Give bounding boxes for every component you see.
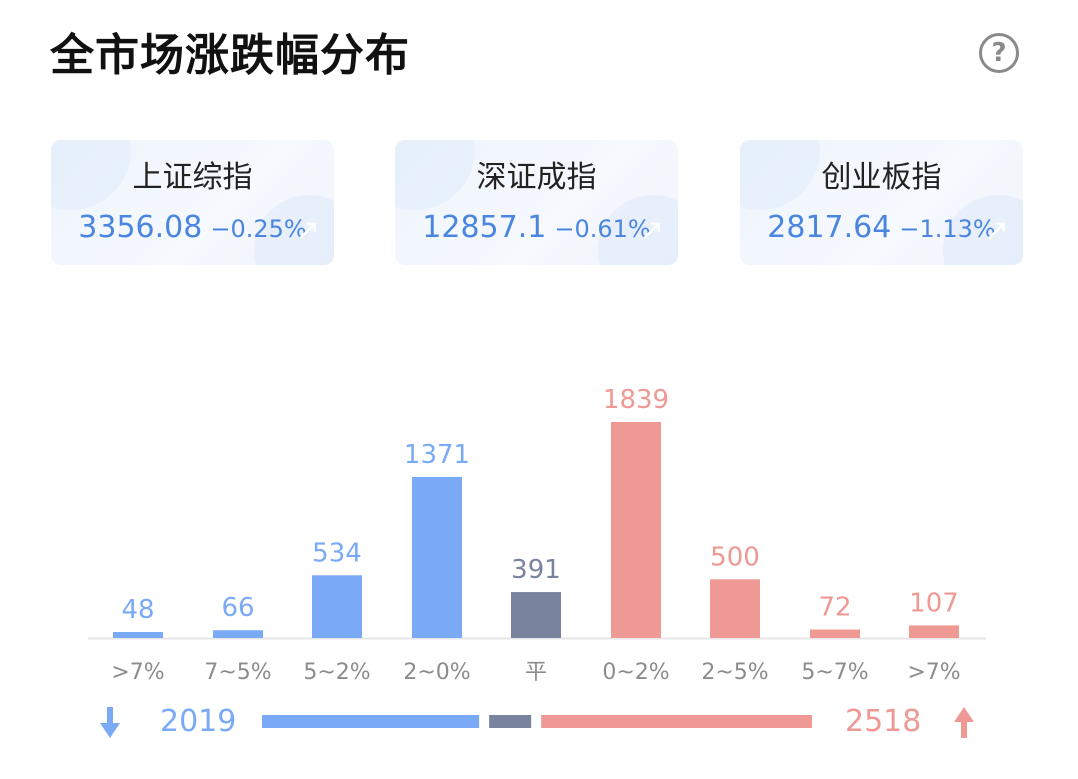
index-value: 3356.08 [78,210,203,245]
bar-value-label: 391 [511,555,561,585]
bar-value-label: 1839 [603,385,669,415]
up-count: 2518 [845,704,922,739]
bar-value-label: 1371 [404,440,470,470]
arrow-down-icon [107,707,113,725]
index-value: 12857.1 [422,210,547,245]
index-values: 12857.1 −0.61% [395,210,678,250]
bar-value-label: 534 [312,538,362,568]
index-card-cyb[interactable]: 创业板指 2817.64 −1.13% ↗ [740,140,1023,265]
bar [113,632,163,638]
index-name: 创业板指 [821,160,942,195]
index-change: −0.25% [210,215,307,243]
arrow-down-icon [100,723,120,738]
index-card-sz[interactable]: 深证成指 12857.1 −0.61% ↗ [395,140,678,265]
bar-value-label: 72 [818,593,851,623]
index-card-sh[interactable]: 上证综指 3356.08 −0.25% ↗ [51,140,334,265]
x-tick-label: 5~7% [801,660,868,685]
page-title: 全市场涨跌幅分布 [50,30,410,81]
x-tick-label: 7~5% [204,660,271,685]
x-tick-label: >7% [907,660,960,685]
index-values: 3356.08 −0.25% [51,210,334,250]
index-change: −1.13% [899,215,996,243]
flat-ratio-bar [489,715,532,728]
bar-value-label: 66 [221,593,254,623]
x-tick-label: 平 [525,660,547,685]
bar-value-label: 48 [121,595,154,625]
bar [412,476,462,638]
arrow-up-icon [961,721,967,738]
index-name: 深证成指 [476,160,597,195]
bar [611,422,661,638]
bar [213,630,263,638]
index-values: 2817.64 −1.13% [740,210,1023,250]
x-tick-label: 0~2% [602,660,669,685]
x-tick-label: 2~5% [701,660,768,685]
help-icon[interactable]: ? [979,33,1019,73]
trend-arrow-icon: ↗ [638,213,664,248]
bar [909,625,959,638]
down-count: 2019 [160,704,237,739]
index-value: 2817.64 [767,210,892,245]
index-change: −0.61% [554,215,651,243]
down-ratio-bar [262,715,480,728]
x-tick-label: 5~2% [303,660,370,685]
bar [810,629,860,638]
arrow-up-icon [954,707,974,722]
up-ratio-bar [541,715,812,728]
bar-value-label: 500 [710,542,760,572]
bar-value-label: 107 [909,588,959,618]
bar [312,575,362,638]
x-tick-label: >7% [111,660,164,685]
index-name: 上证综指 [132,160,253,195]
bar [710,579,760,638]
trend-arrow-icon: ↗ [294,213,320,248]
bar [511,592,561,638]
x-tick-label: 2~0% [403,660,470,685]
trend-arrow-icon: ↗ [983,213,1009,248]
